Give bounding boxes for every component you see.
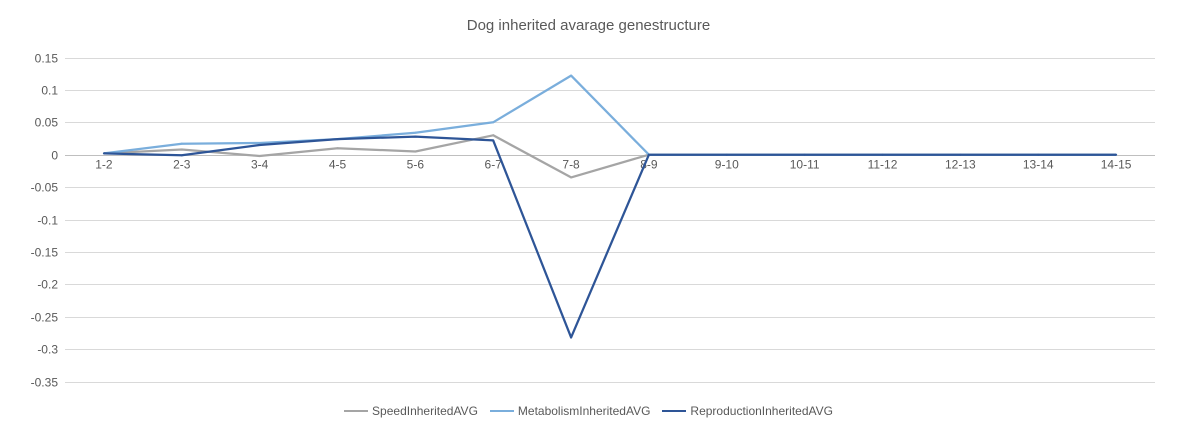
data-point	[180, 148, 183, 151]
x-tick-label: 14-15	[1101, 158, 1132, 172]
legend-label: ReproductionInheritedAVG	[690, 404, 833, 418]
data-point	[725, 153, 728, 156]
y-tick-label: 0	[51, 149, 58, 163]
data-point	[1037, 153, 1040, 156]
data-point	[414, 135, 417, 138]
y-tick-label: -0.1	[37, 214, 58, 228]
data-point	[258, 154, 261, 157]
legend-label: SpeedInheritedAVG	[372, 404, 478, 418]
x-tick-label: 5-6	[407, 158, 425, 172]
chart-legend: SpeedInheritedAVG MetabolismInheritedAVG R…	[0, 404, 1177, 418]
x-tick-label: 1-2	[95, 158, 113, 172]
data-point	[180, 142, 183, 145]
data-point	[803, 153, 806, 156]
x-tick-label: 4-5	[329, 158, 347, 172]
x-tick-label: 11-12	[868, 158, 898, 172]
y-tick-label: 0.1	[41, 84, 58, 98]
x-tick-label: 7-8	[562, 158, 580, 172]
data-point	[881, 153, 884, 156]
chart-title: Dog inherited avarage genestructure	[466, 17, 711, 34]
legend-swatch	[662, 410, 687, 412]
data-point	[570, 336, 573, 339]
legend-swatch	[489, 410, 514, 412]
data-point	[258, 143, 261, 146]
x-tick-label: 10-11	[790, 158, 820, 172]
data-point	[1115, 153, 1118, 156]
data-point	[959, 153, 962, 156]
legend-item: MetabolismInheritedAVG	[489, 404, 651, 418]
y-tick-label: -0.3	[37, 343, 58, 357]
legend-item: SpeedInheritedAVG	[344, 404, 478, 418]
y-tick-label: 0.05	[35, 116, 59, 130]
y-tick-label: -0.05	[31, 181, 59, 195]
y-tick-label: -0.25	[31, 311, 59, 325]
legend-swatch	[344, 410, 369, 412]
x-tick-label: 12-13	[945, 158, 976, 172]
data-point	[492, 134, 495, 137]
data-point	[180, 154, 183, 157]
x-tick-label: 13-14	[1023, 158, 1054, 172]
series-line-2	[103, 135, 1117, 339]
data-point	[647, 153, 650, 156]
y-tick-label: -0.35	[31, 376, 59, 390]
x-tick-label: 2-3	[173, 158, 191, 172]
data-point	[570, 74, 573, 77]
y-tick-label: -0.15	[31, 246, 59, 260]
y-tick-label: 0.15	[35, 52, 59, 66]
series-line-1	[103, 74, 1117, 156]
x-tick-label: 6-7	[485, 158, 503, 172]
data-point	[492, 139, 495, 142]
data-point	[414, 131, 417, 134]
data-point	[492, 121, 495, 124]
data-point	[336, 147, 339, 150]
data-point	[570, 176, 573, 179]
x-tick-label: 3-4	[251, 158, 269, 172]
data-point	[336, 138, 339, 141]
x-tick-label: 8-9	[640, 158, 658, 172]
legend-label: MetabolismInheritedAVG	[517, 404, 651, 418]
y-tick-label: -0.2	[37, 278, 58, 292]
data-point	[414, 150, 417, 153]
data-point	[258, 142, 261, 145]
x-tick-label: 9-10	[715, 158, 739, 172]
data-point	[102, 152, 105, 155]
legend-item: ReproductionInheritedAVG	[662, 404, 833, 418]
